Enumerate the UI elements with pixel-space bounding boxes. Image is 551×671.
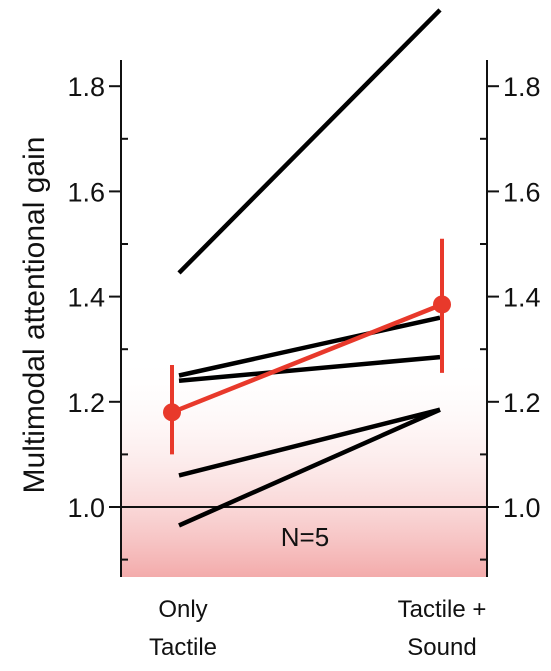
- right-y-tick-label: 1.8: [503, 72, 541, 102]
- subject-line-4: [178, 407, 441, 478]
- subject-line-3: [178, 354, 441, 384]
- left-y-tick-label: 1.2: [67, 388, 105, 418]
- mean-point-1: [163, 403, 181, 422]
- x-tick-label-tactile-sound-1: Tactile +: [398, 596, 487, 623]
- x-tick-label-tactile-sound-2: Sound: [407, 634, 476, 661]
- x-tick-label-only-tactile-2: Tactile: [149, 634, 217, 661]
- subject-line-2: [178, 315, 441, 378]
- shaded-region: [121, 354, 487, 577]
- left-y-tick-label: 1.6: [67, 177, 105, 207]
- subject-line-5: [178, 407, 441, 528]
- right-y-tick-label: 1.4: [503, 283, 541, 313]
- annotation-n: N=5: [281, 522, 329, 552]
- right-y-tick-label: 1.6: [503, 177, 541, 207]
- x-tick-label-only-tactile-1: Only: [158, 596, 207, 623]
- left-y-tick-label: 1.0: [67, 493, 105, 523]
- mean-point-2: [433, 295, 451, 314]
- left-y-tick-label: 1.8: [67, 72, 105, 102]
- right-y-tick-label: 1.0: [503, 493, 541, 523]
- right-y-tick-label: 1.2: [503, 388, 541, 418]
- subject-line-1: [177, 8, 442, 275]
- y-axis-label: Multimodal attentional gain: [18, 137, 51, 494]
- left-y-tick-label: 1.4: [67, 283, 105, 313]
- mean-line: [171, 302, 443, 415]
